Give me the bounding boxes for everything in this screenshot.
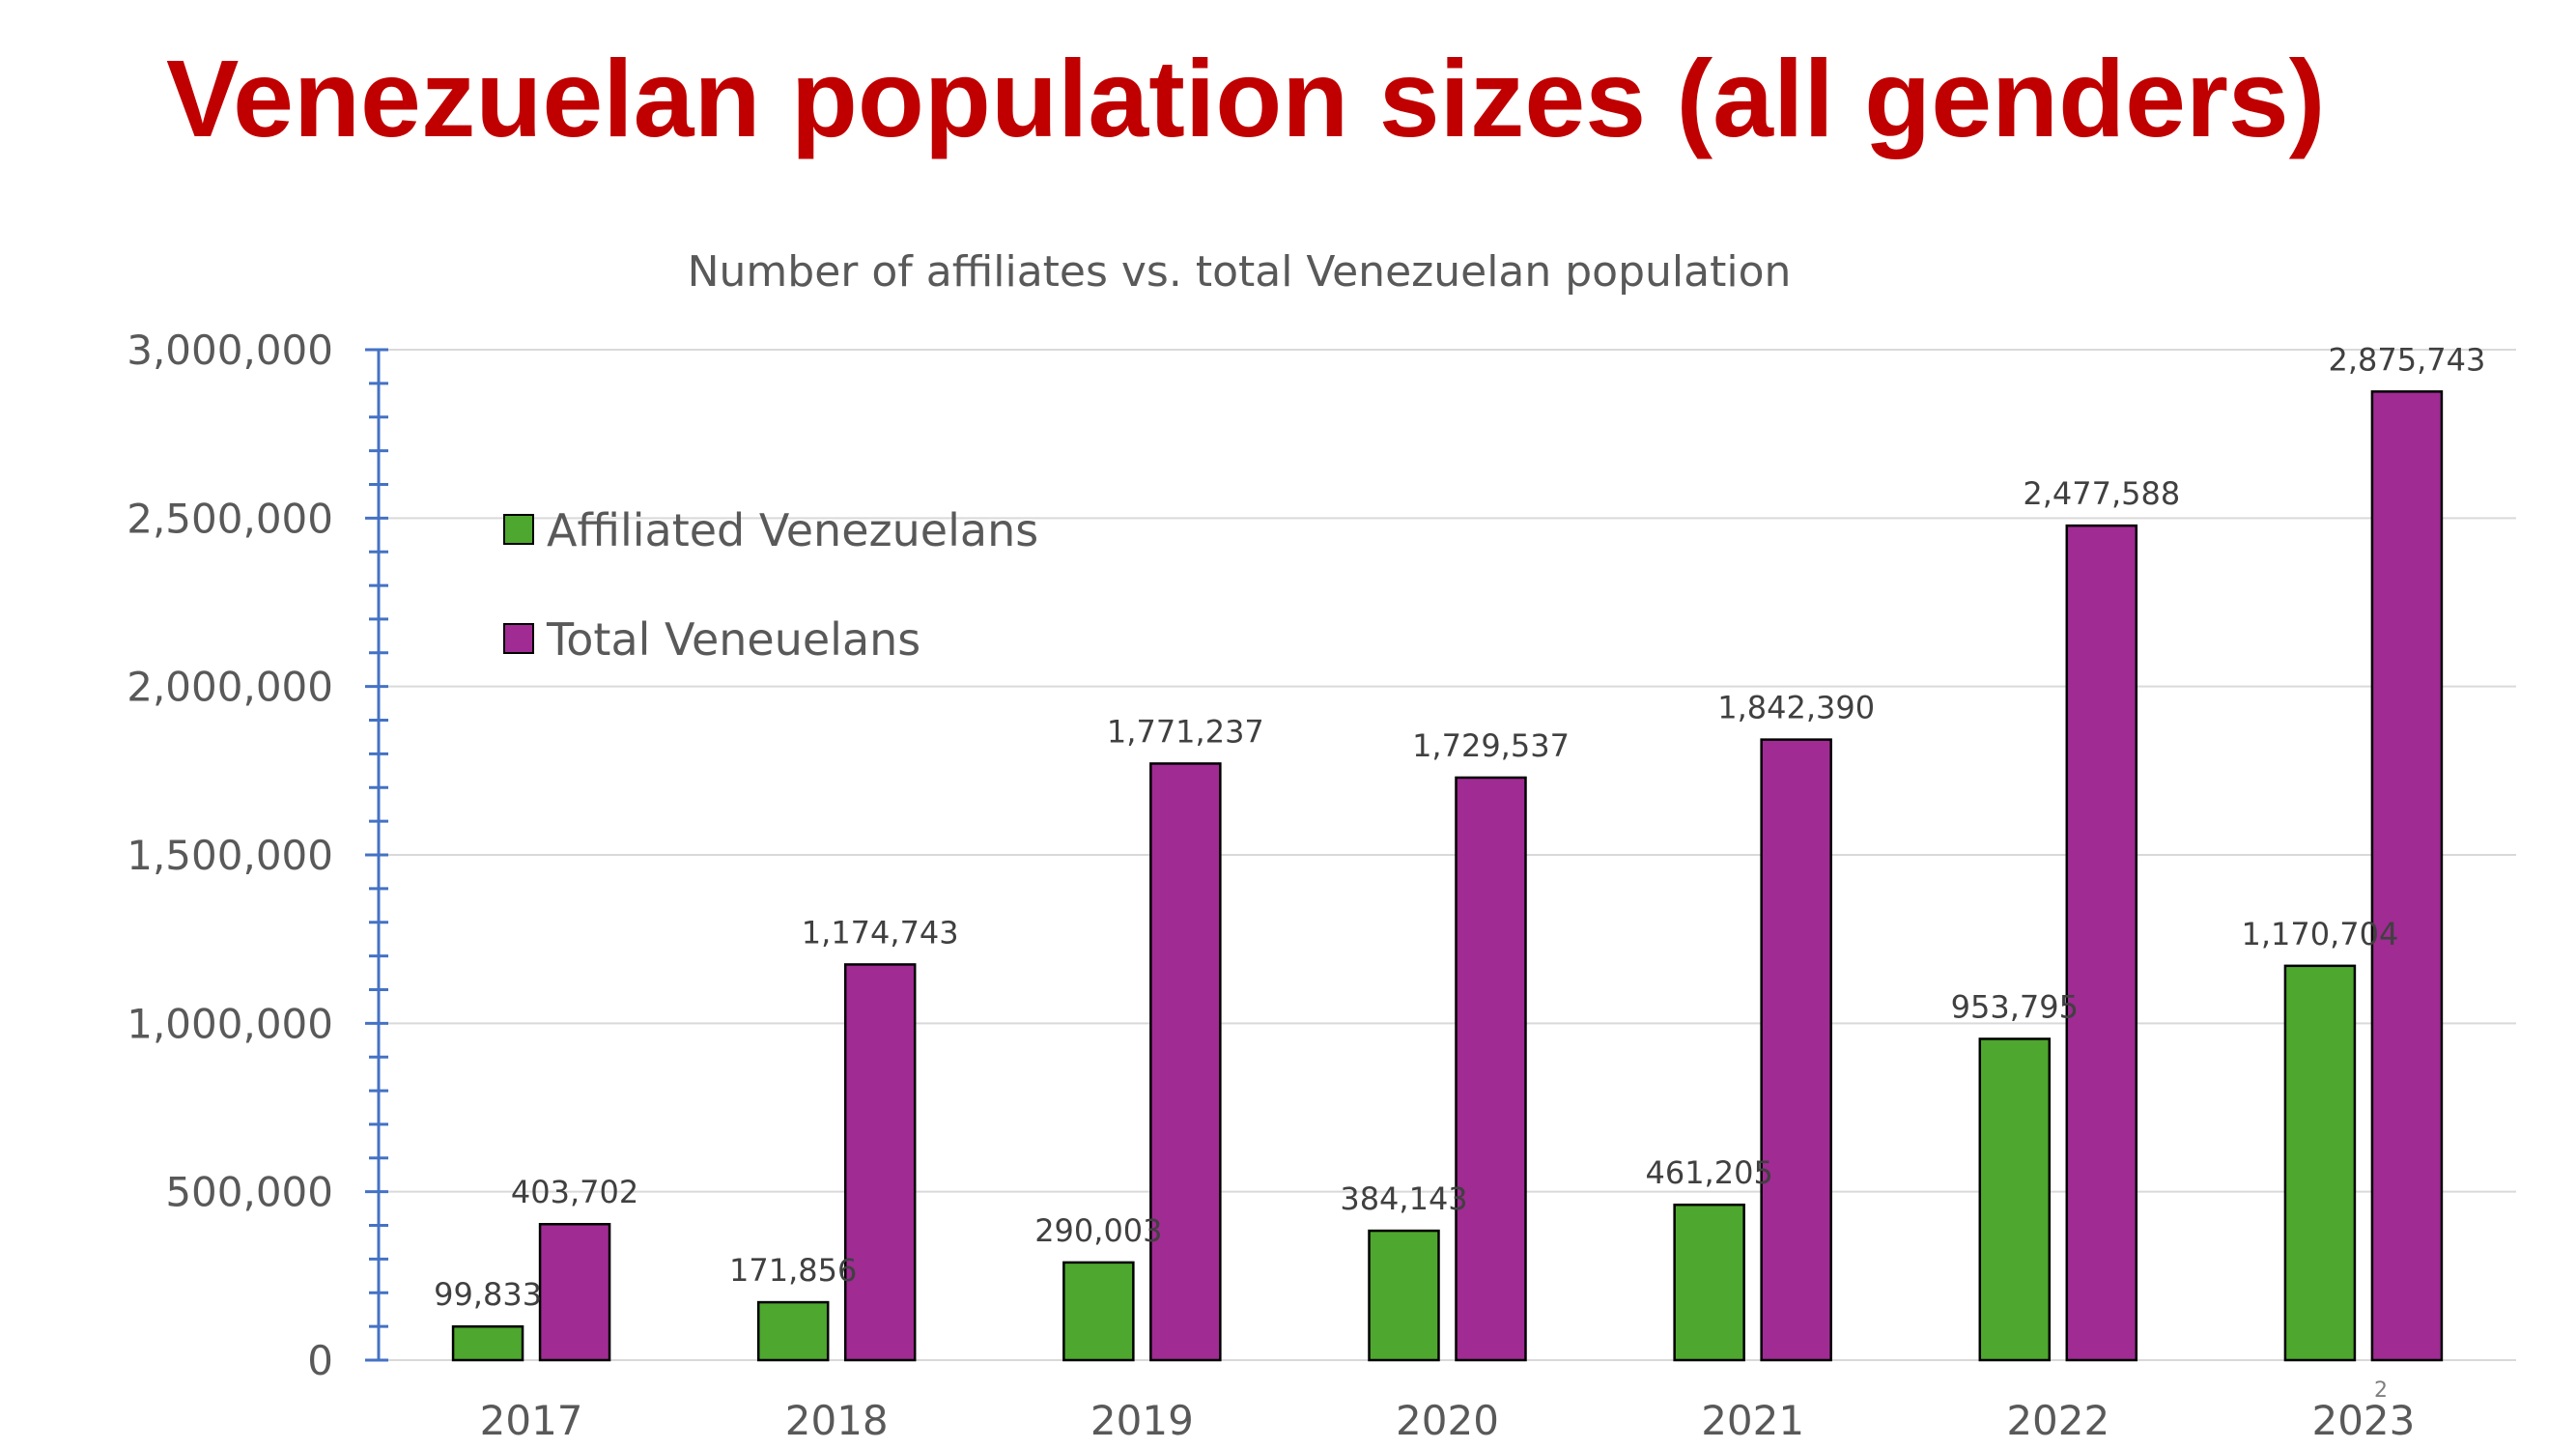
legend-swatch-affiliated: [503, 514, 534, 545]
chart-title: Number of affiliates vs. total Venezuela…: [688, 247, 1792, 297]
x-tick-label: 2020: [1396, 1397, 1499, 1444]
data-labels: 99,833 403,702 171,856 1,174,743 290,003 1,77…: [434, 341, 2485, 1313]
y-tick-label: 3,000,000: [127, 327, 333, 374]
x-tick-label: 2022: [2006, 1397, 2109, 1444]
legend-swatch-total: [503, 623, 534, 654]
total-bar: [1760, 738, 1832, 1362]
x-tick-label: 2019: [1090, 1397, 1194, 1444]
data-label: 99,833: [434, 1276, 542, 1313]
x-tick-label: 2018: [785, 1397, 889, 1444]
x-axis-labels: 2017 2018 2019 2020 2021 2022 2023: [480, 1397, 2416, 1444]
bars: [451, 390, 2444, 1362]
legend-label-affiliated: Affiliated Venezuelans: [547, 504, 1038, 556]
data-label: 171,856: [729, 1252, 857, 1289]
data-label: 2,875,743: [2328, 341, 2485, 378]
total-bar: [1149, 762, 1222, 1362]
y-tick-label: 2,000,000: [127, 664, 333, 711]
affiliated-bar: [1673, 1203, 1745, 1362]
gridlines: [379, 349, 2516, 1361]
y-tick-label: 500,000: [165, 1169, 333, 1216]
total-bar: [2370, 390, 2444, 1362]
x-tick-label: 2021: [1701, 1397, 1804, 1444]
data-label: 1,170,704: [2241, 916, 2398, 952]
total-bar: [1455, 776, 1527, 1362]
affiliated-bar: [451, 1324, 524, 1362]
data-label: 953,795: [1951, 988, 2079, 1025]
data-label: 2,477,588: [2023, 475, 2180, 512]
legend: Affiliated Venezuelans Total Veneuelans: [503, 504, 1038, 666]
x-tick-label: 2023: [2311, 1397, 2415, 1444]
data-label: 1,771,237: [1107, 713, 1264, 750]
total-bar: [843, 963, 917, 1362]
x-tick-label: 2017: [480, 1397, 583, 1444]
data-label: 461,205: [1645, 1154, 1772, 1191]
page-number: 2: [2374, 1378, 2388, 1403]
y-tick-label: 0: [307, 1337, 333, 1384]
affiliated-bar: [756, 1300, 830, 1362]
affiliated-bar: [1062, 1261, 1135, 1362]
total-bar: [538, 1222, 611, 1362]
legend-label-total: Total Veneuelans: [546, 613, 920, 666]
y-tick-label: 1,000,000: [127, 1000, 333, 1047]
affiliated-bar: [1978, 1037, 2052, 1362]
data-label: 1,174,743: [802, 914, 959, 951]
data-label: 1,729,537: [1412, 727, 1570, 764]
y-tick-label: 2,500,000: [127, 495, 333, 542]
affiliated-bar: [1368, 1229, 1440, 1362]
y-axis: 0 500,000 1,000,000 1,500,000 2,000,000 2,500…: [127, 327, 388, 1384]
data-label: 290,003: [1034, 1212, 1162, 1249]
y-tick-label: 1,500,000: [127, 832, 333, 879]
slide-title: Venezuelan population sizes (all genders…: [166, 38, 2326, 159]
data-label: 1,842,390: [1717, 690, 1875, 726]
affiliated-bar: [2283, 964, 2357, 1362]
data-label: 403,702: [511, 1174, 638, 1210]
total-bar: [2065, 524, 2138, 1362]
data-label: 384,143: [1340, 1180, 1467, 1217]
